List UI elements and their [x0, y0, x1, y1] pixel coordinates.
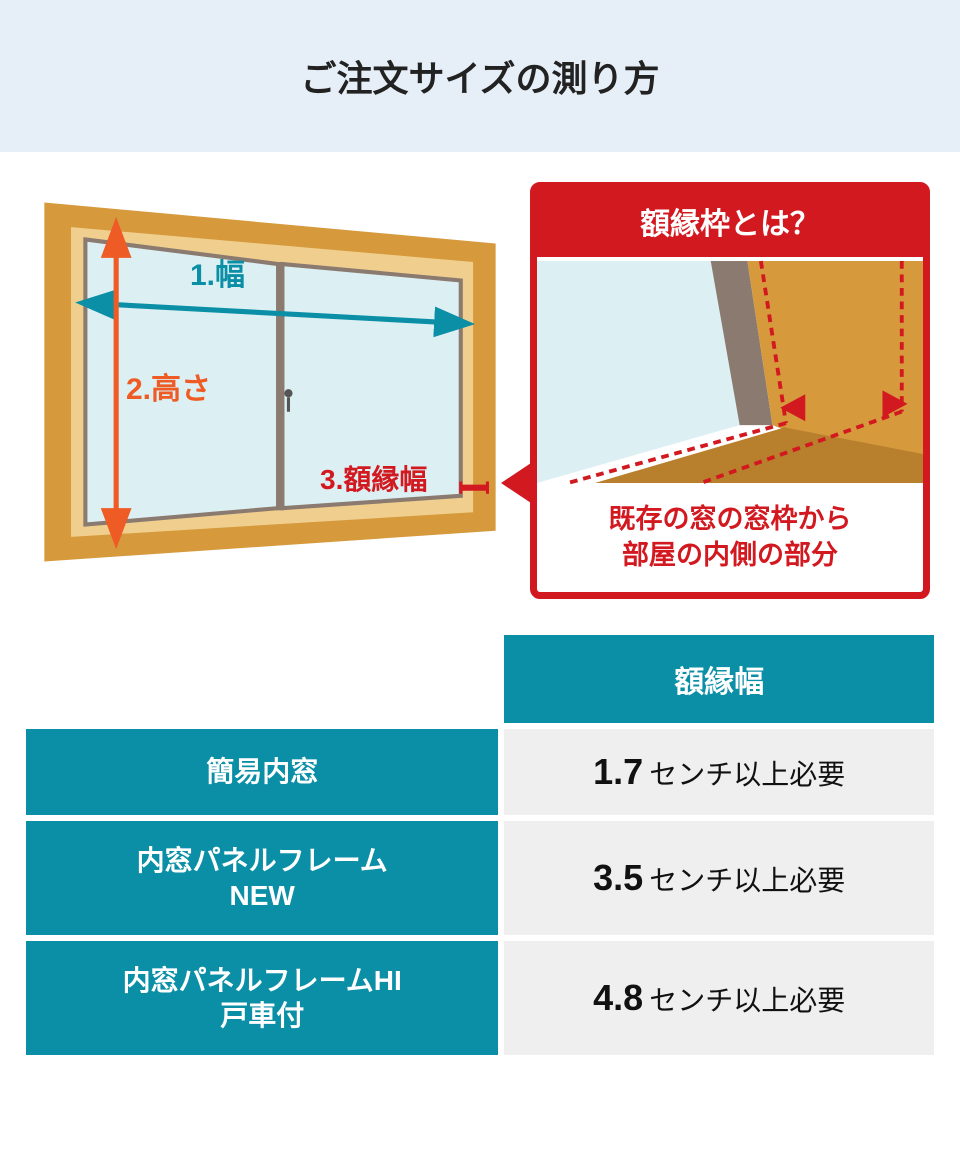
row-label: 簡易内窓	[26, 729, 498, 815]
row-value: 3.5センチ以上必要	[504, 821, 934, 935]
callout-text: 既存の窓の窓枠から 部屋の内側の部分	[537, 487, 923, 592]
diagram-row: 1.幅 2.高さ 3.額縁幅 額縁枠とは？	[0, 152, 960, 629]
callout-diagram	[537, 257, 923, 487]
callout-pointer-icon	[501, 459, 537, 507]
label-height: 2.高さ	[126, 364, 211, 408]
window-diagram: 1.幅 2.高さ 3.額縁幅	[20, 182, 520, 582]
table-corner	[26, 635, 498, 723]
callout: 額縁枠とは？ 既存の窓の窓枠から	[530, 182, 930, 599]
frame-width-table: 額縁幅 簡易内窓 1.7センチ以上必要 内窓パネルフレーム NEW 3.5センチ…	[20, 629, 940, 1061]
callout-title: 額縁枠とは？	[537, 189, 923, 257]
row-label: 内窓パネルフレーム NEW	[26, 821, 498, 935]
row-value: 4.8センチ以上必要	[504, 941, 934, 1055]
row-label: 内窓パネルフレームHI 戸車付	[26, 941, 498, 1055]
window-handle-icon	[284, 389, 292, 397]
label-frame: 3.額縁幅	[320, 458, 427, 498]
row-value: 1.7センチ以上必要	[504, 729, 934, 815]
header: ご注文サイズの測り方	[0, 0, 960, 152]
table-row: 内窓パネルフレーム NEW 3.5センチ以上必要	[26, 821, 934, 935]
table-row: 簡易内窓 1.7センチ以上必要	[26, 729, 934, 815]
label-width: 1.幅	[190, 250, 245, 294]
table-row: 内窓パネルフレームHI 戸車付 4.8センチ以上必要	[26, 941, 934, 1055]
page-title: ご注文サイズの測り方	[0, 50, 960, 102]
table-header: 額縁幅	[504, 635, 934, 723]
